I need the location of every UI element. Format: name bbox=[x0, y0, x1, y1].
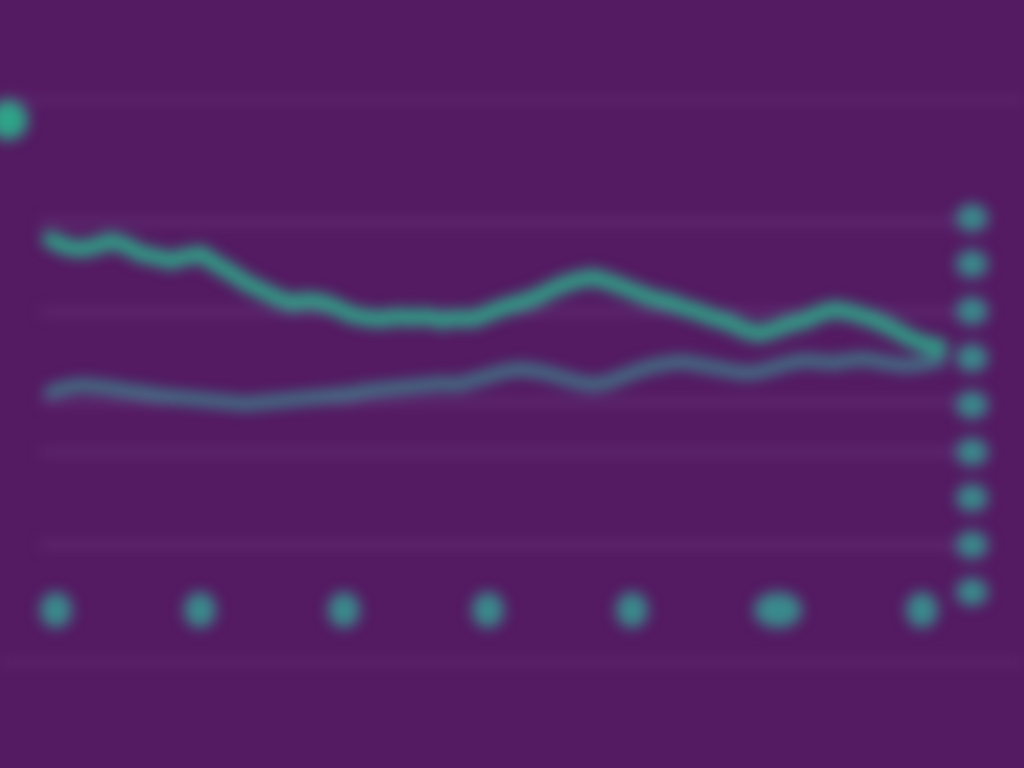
grid-lines bbox=[40, 220, 990, 547]
x-tick-label bbox=[616, 592, 648, 628]
x-tick-label bbox=[184, 592, 216, 628]
y-tick-label bbox=[956, 204, 988, 232]
y-tick-label bbox=[956, 344, 988, 372]
y-tick-label bbox=[956, 578, 988, 606]
x-tick-label bbox=[906, 592, 938, 628]
y-tick-label bbox=[956, 484, 988, 512]
y-tick-markers bbox=[956, 204, 988, 606]
circle-icon bbox=[0, 100, 28, 140]
series-lines bbox=[42, 231, 948, 410]
y-tick-label bbox=[956, 438, 988, 466]
y-tick-label bbox=[956, 531, 988, 559]
x-tick-label bbox=[472, 592, 504, 628]
x-tick-label bbox=[328, 592, 360, 628]
y-tick-label bbox=[956, 391, 988, 419]
y-tick-label bbox=[956, 297, 988, 325]
y-tick-label bbox=[956, 250, 988, 278]
x-tick-markers bbox=[40, 592, 938, 628]
series-line bbox=[44, 352, 946, 410]
x-tick-label bbox=[40, 592, 72, 628]
series-line bbox=[42, 231, 948, 356]
x-tick-label bbox=[754, 592, 802, 628]
